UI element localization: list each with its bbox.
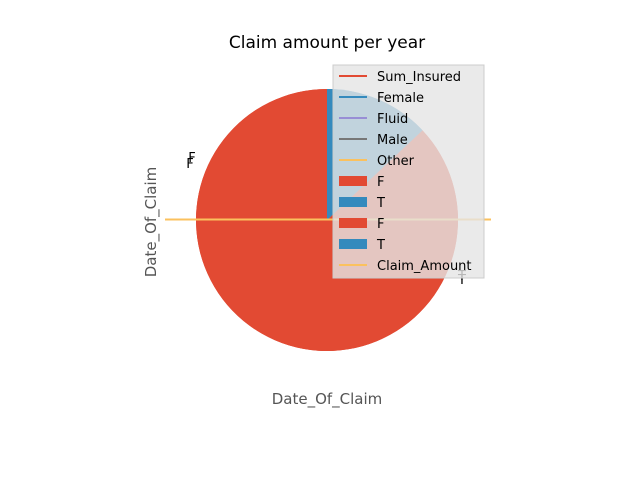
pie-slice-label: F [188,151,195,166]
chart-title: Claim amount per year [229,33,425,53]
legend-entry-label: F [377,217,384,232]
y-axis-label: Date_Of_Claim [142,167,161,278]
legend-patch-swatch [339,218,367,228]
legend-entry-label: T [376,238,385,253]
pie-slice-label: F [186,157,193,172]
legend-entry-label: Other [377,154,415,169]
legend-entry-label: T [376,196,385,211]
legend-entry-label: Claim_Amount [377,259,472,274]
legend-patch-swatch [339,176,367,186]
legend-patch-swatch [339,197,367,207]
legend-entry-label: Female [377,91,424,106]
legend-entry-label: Fluid [377,112,408,127]
legend-entry-label: Sum_Insured [377,70,461,85]
legend-patch-swatch [339,239,367,249]
pie-slice-label: T [457,273,466,288]
legend-entry-label: F [377,175,384,190]
x-axis-label: Date_Of_Claim [272,390,383,409]
legend-entry-label: Male [377,133,408,148]
legend: Sum_InsuredFemaleFluidMaleOtherFTFTClaim… [332,64,485,279]
